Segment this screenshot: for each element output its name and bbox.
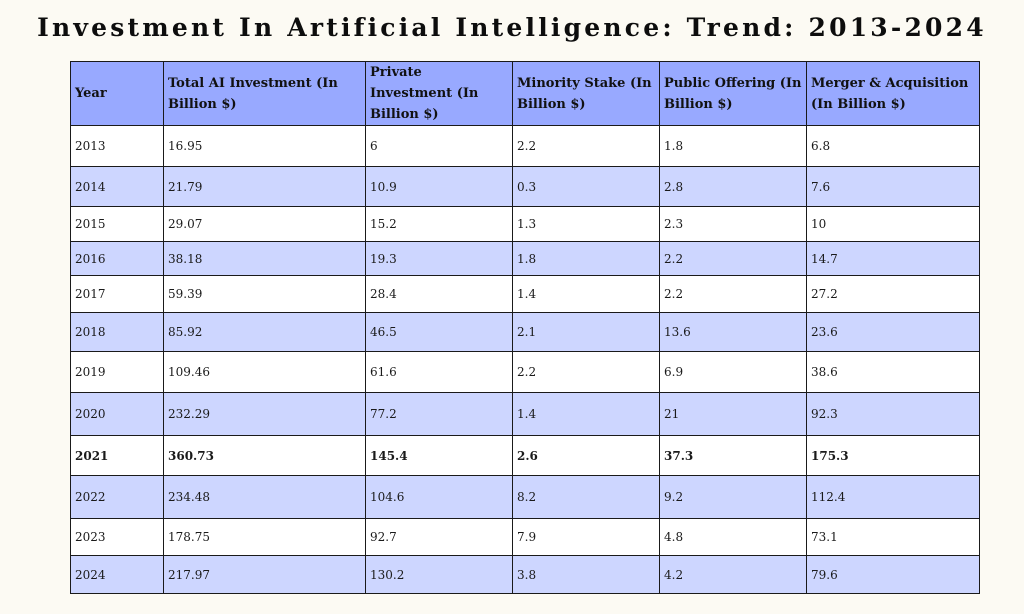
- year-cell: 2022: [70, 475, 164, 519]
- header-minority-stake: Minority Stake (In Billion $): [512, 61, 660, 126]
- private-investment-cell: 28.4: [365, 275, 513, 313]
- total-ai-investment-cell: 85.92: [163, 312, 366, 352]
- public-offering-cell: 37.3: [659, 435, 807, 476]
- year-cell: 2019: [70, 351, 164, 393]
- merger-acquisition-cell: 92.3: [806, 392, 980, 436]
- private-investment-cell: 46.5: [365, 312, 513, 352]
- public-offering-cell: 2.2: [659, 275, 807, 313]
- merger-acquisition-cell: 7.6: [806, 166, 980, 207]
- year-cell: 2017: [70, 275, 164, 313]
- public-offering-cell: 21: [659, 392, 807, 436]
- total-ai-investment-cell: 232.29: [163, 392, 366, 436]
- public-offering-cell: 4.2: [659, 555, 807, 594]
- year-cell: 2024: [70, 555, 164, 594]
- table-row: 2019 109.46 61.6 2.2 6.9 38.6: [70, 351, 980, 393]
- merger-acquisition-cell: 112.4: [806, 475, 980, 519]
- table-row: 2014 21.79 10.9 0.3 2.8 7.6: [70, 166, 980, 207]
- minority-stake-cell: 2.2: [512, 351, 660, 393]
- merger-acquisition-cell: 38.6: [806, 351, 980, 393]
- private-investment-cell: 10.9: [365, 166, 513, 207]
- merger-acquisition-cell: 23.6: [806, 312, 980, 352]
- minority-stake-cell: 3.8: [512, 555, 660, 594]
- table-row: 2020 232.29 77.2 1.4 21 92.3: [70, 392, 980, 436]
- table-row: 2015 29.07 15.2 1.3 2.3 10: [70, 206, 980, 242]
- private-investment-cell: 130.2: [365, 555, 513, 594]
- table-row: 2022 234.48 104.6 8.2 9.2 112.4: [70, 475, 980, 519]
- merger-acquisition-cell: 27.2: [806, 275, 980, 313]
- header-private-investment: Private Investment (In Billion $): [365, 61, 513, 126]
- year-cell: 2018: [70, 312, 164, 352]
- minority-stake-cell: 1.3: [512, 206, 660, 242]
- year-cell: 2021: [70, 435, 164, 476]
- private-investment-cell: 19.3: [365, 241, 513, 276]
- total-ai-investment-cell: 59.39: [163, 275, 366, 313]
- year-cell: 2013: [70, 125, 164, 167]
- total-ai-investment-cell: 21.79: [163, 166, 366, 207]
- total-ai-investment-cell: 178.75: [163, 518, 366, 556]
- public-offering-cell: 2.8: [659, 166, 807, 207]
- chart-title: Investment In Artificial Intelligence: T…: [37, 13, 987, 42]
- table-row: 2024 217.97 130.2 3.8 4.2 79.6: [70, 555, 980, 594]
- year-cell: 2020: [70, 392, 164, 436]
- merger-acquisition-cell: 10: [806, 206, 980, 242]
- public-offering-cell: 4.8: [659, 518, 807, 556]
- total-ai-investment-cell: 234.48: [163, 475, 366, 519]
- merger-acquisition-cell: 73.1: [806, 518, 980, 556]
- table-body: 2013 16.95 6 2.2 1.8 6.8 2014 21.79 10.9 0.3 2.8 7.…: [70, 125, 980, 594]
- year-cell: 2015: [70, 206, 164, 242]
- year-cell: 2023: [70, 518, 164, 556]
- minority-stake-cell: 1.8: [512, 241, 660, 276]
- total-ai-investment-cell: 109.46: [163, 351, 366, 393]
- header-public-offering: Public Offering (In Billion $): [659, 61, 807, 126]
- table-row: 2016 38.18 19.3 1.8 2.2 14.7: [70, 241, 980, 276]
- private-investment-cell: 145.4: [365, 435, 513, 476]
- header-year: Year: [70, 61, 164, 126]
- private-investment-cell: 77.2: [365, 392, 513, 436]
- header-merger-acquisition: Merger & Acquisition (In Billion $): [806, 61, 980, 126]
- table-row: 2023 178.75 92.7 7.9 4.8 73.1: [70, 518, 980, 556]
- merger-acquisition-cell: 14.7: [806, 241, 980, 276]
- total-ai-investment-cell: 29.07: [163, 206, 366, 242]
- year-cell: 2014: [70, 166, 164, 207]
- table-row: 2013 16.95 6 2.2 1.8 6.8: [70, 125, 980, 167]
- minority-stake-cell: 7.9: [512, 518, 660, 556]
- private-investment-cell: 15.2: [365, 206, 513, 242]
- header-row: Year Total AI Investment (In Billion $) …: [70, 61, 980, 126]
- table-row: 2021 360.73 145.4 2.6 37.3 175.3: [70, 435, 980, 476]
- total-ai-investment-cell: 217.97: [163, 555, 366, 594]
- minority-stake-cell: 1.4: [512, 275, 660, 313]
- minority-stake-cell: 2.1: [512, 312, 660, 352]
- table-row: 2018 85.92 46.5 2.1 13.6 23.6: [70, 312, 980, 352]
- minority-stake-cell: 2.2: [512, 125, 660, 167]
- total-ai-investment-cell: 38.18: [163, 241, 366, 276]
- merger-acquisition-cell: 6.8: [806, 125, 980, 167]
- private-investment-cell: 6: [365, 125, 513, 167]
- merger-acquisition-cell: 79.6: [806, 555, 980, 594]
- private-investment-cell: 104.6: [365, 475, 513, 519]
- public-offering-cell: 9.2: [659, 475, 807, 519]
- private-investment-cell: 61.6: [365, 351, 513, 393]
- minority-stake-cell: 2.6: [512, 435, 660, 476]
- total-ai-investment-cell: 16.95: [163, 125, 366, 167]
- merger-acquisition-cell: 175.3: [806, 435, 980, 476]
- table-row: 2017 59.39 28.4 1.4 2.2 27.2: [70, 275, 980, 313]
- minority-stake-cell: 8.2: [512, 475, 660, 519]
- year-cell: 2016: [70, 241, 164, 276]
- private-investment-cell: 92.7: [365, 518, 513, 556]
- header-total-ai-investment: Total AI Investment (In Billion $): [163, 61, 366, 126]
- minority-stake-cell: 0.3: [512, 166, 660, 207]
- public-offering-cell: 6.9: [659, 351, 807, 393]
- public-offering-cell: 2.2: [659, 241, 807, 276]
- total-ai-investment-cell: 360.73: [163, 435, 366, 476]
- investment-table: Year Total AI Investment (In Billion $) …: [70, 61, 980, 594]
- public-offering-cell: 2.3: [659, 206, 807, 242]
- public-offering-cell: 13.6: [659, 312, 807, 352]
- minority-stake-cell: 1.4: [512, 392, 660, 436]
- public-offering-cell: 1.8: [659, 125, 807, 167]
